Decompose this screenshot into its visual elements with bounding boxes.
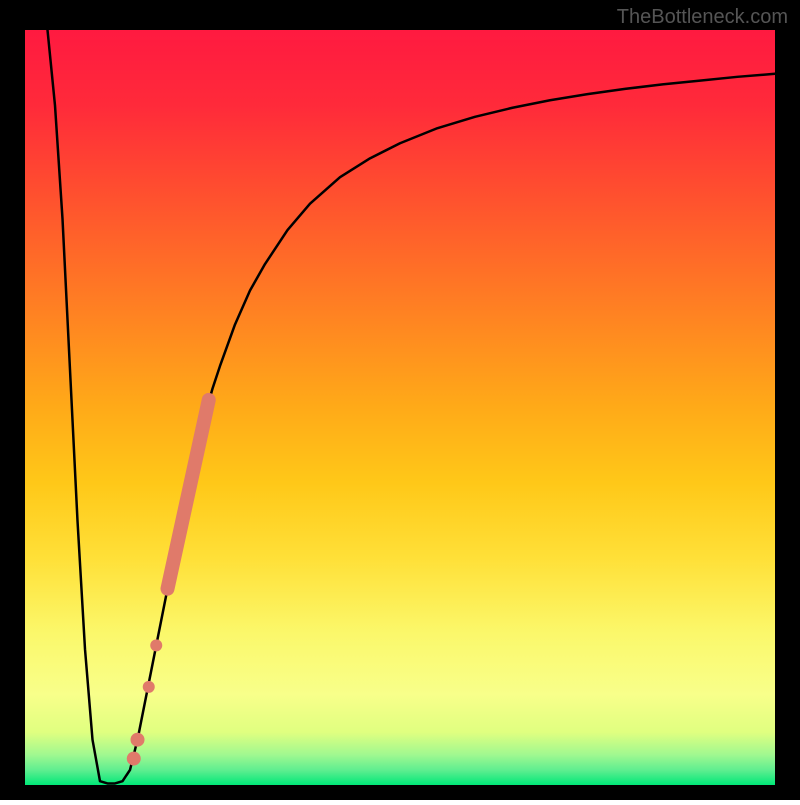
marker-dot xyxy=(131,733,145,747)
watermark-text: TheBottleneck.com xyxy=(617,6,788,29)
marker-dot xyxy=(127,752,141,766)
chart-svg xyxy=(0,0,800,800)
chart-container: TheBottleneck.com xyxy=(0,0,800,800)
marker-dot xyxy=(143,681,155,693)
marker-dot xyxy=(150,639,162,651)
